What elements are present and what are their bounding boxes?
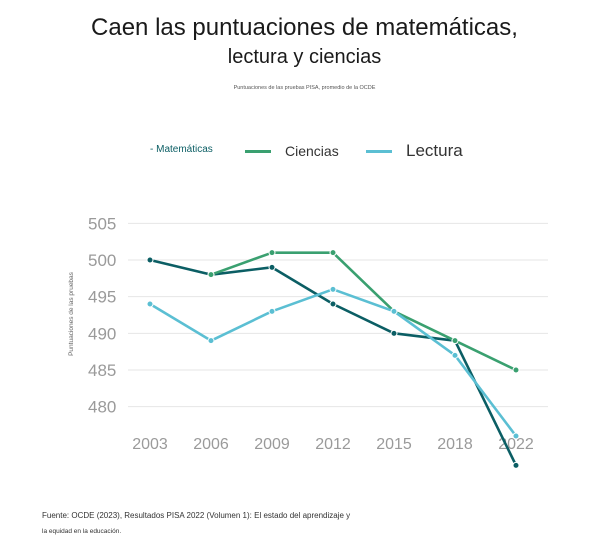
data-point-lectura-2003 [146,300,154,308]
data-point-ciencias-2009 [268,249,276,257]
x-tick-label-2012: 2012 [315,436,351,453]
legend-item-ciencias: Ciencias [245,143,339,159]
series-line-lectura [149,288,518,437]
data-point-matematicas-2009 [268,263,276,271]
x-tick-label-2009: 2009 [254,436,290,453]
x-tick-label-2018: 2018 [437,436,473,453]
data-point-lectura-2006 [207,337,215,345]
legend-item-matematicas: - Matemáticas [150,144,213,155]
data-point-ciencias-2012 [329,249,337,257]
data-point-ciencias-2022 [512,366,520,374]
y-axis-label: Puntuaciones de las pruebas [68,271,75,356]
legend-swatch-lectura [366,149,392,153]
y-tick-label-490: 490 [88,324,116,343]
y-tick-label-495: 495 [88,288,116,307]
x-tick-label-2015: 2015 [376,436,412,453]
chart-title-line1: Caen las puntuaciones de matemáticas, [91,14,518,41]
source-footer-line2: la equidad en la educación. [42,528,122,535]
data-point-ciencias-2006 [207,271,215,279]
y-tick-label-505: 505 [88,214,116,233]
legend-label-matematicas: - Matemáticas [150,144,213,155]
chart-subtitle: Puntuaciones de las pruebas PISA, promed… [233,85,376,91]
legend-label-lectura: Lectura [406,141,463,160]
data-point-matematicas-2022 [512,461,520,469]
data-point-ciencias-2018 [451,337,459,345]
data-point-matematicas-2012 [329,300,337,308]
y-tick-label-480: 480 [88,398,116,417]
x-tick-label-2003: 2003 [132,436,168,453]
legend-item-lectura: Lectura [366,141,463,161]
legend-swatch-ciencias [245,149,271,153]
data-point-lectura-2018 [451,351,459,359]
data-point-lectura-2022 [512,432,520,440]
data-point-lectura-2009 [268,307,276,315]
legend-label-ciencias: Ciencias [285,143,339,159]
data-point-matematicas-2015 [390,329,398,337]
x-tick-label-2006: 2006 [193,436,229,453]
y-tick-label-485: 485 [88,361,116,380]
chart-legend: - Matemáticas Ciencias Lectura [0,141,609,163]
series-line-ciencias [210,251,517,372]
data-point-lectura-2012 [329,285,337,293]
data-point-matematicas-2003 [146,256,154,264]
source-footer-line1: Fuente: OCDE (2023), Resultados PISA 202… [42,511,351,520]
chart-title-line2: lectura y ciencias [227,46,382,68]
data-point-lectura-2015 [390,307,398,315]
y-tick-label-500: 500 [88,251,116,270]
